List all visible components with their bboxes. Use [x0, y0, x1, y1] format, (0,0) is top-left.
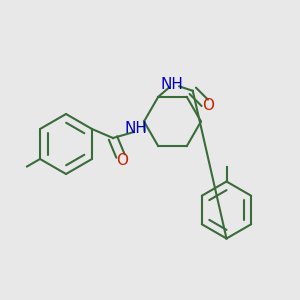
Text: O: O [116, 153, 128, 168]
Text: O: O [202, 98, 214, 113]
Text: NH: NH [124, 122, 147, 136]
Text: NH: NH [160, 77, 183, 92]
